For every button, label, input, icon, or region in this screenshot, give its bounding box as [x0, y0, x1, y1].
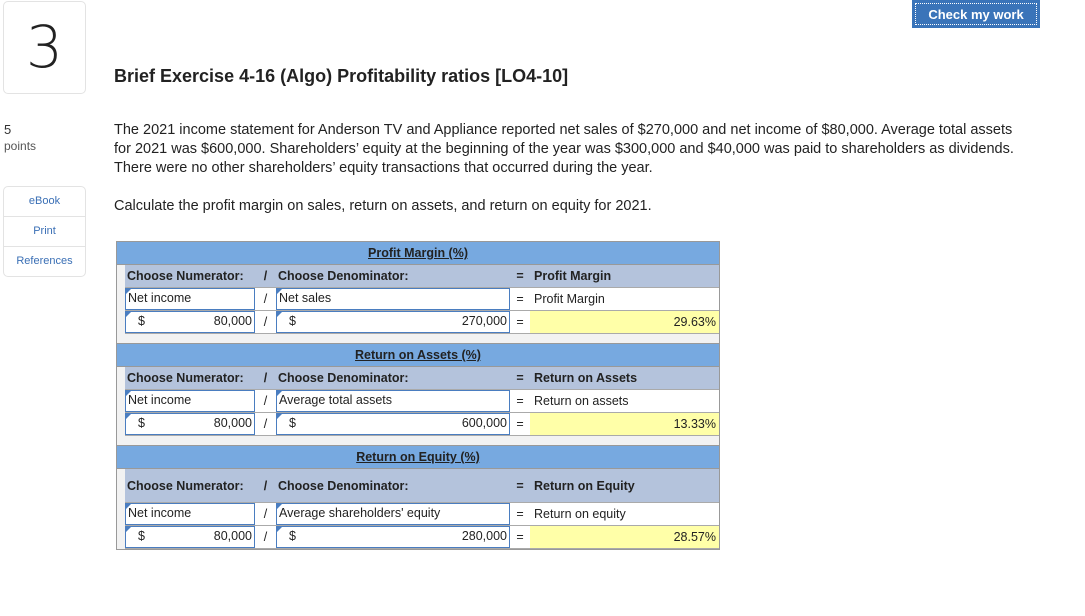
- denominator-select[interactable]: Net sales: [276, 288, 510, 310]
- equals-sign: =: [516, 507, 524, 521]
- column-header-row: Choose Numerator: / Choose Denominator: …: [125, 265, 719, 288]
- denominator-select[interactable]: Average total assets: [276, 390, 510, 412]
- ratio-section: Profit Margin (%) Choose Numerator: / Ch…: [116, 241, 720, 345]
- question-number: 3: [3, 1, 86, 94]
- numerator-select[interactable]: Net income: [125, 288, 255, 310]
- section-title: Return on Assets (%): [117, 344, 719, 367]
- divide-sign: /: [263, 530, 268, 544]
- divide-sign: /: [263, 478, 268, 493]
- numerator-header: Choose Numerator:: [127, 478, 244, 493]
- denominator-input[interactable]: $280,000: [276, 526, 510, 548]
- numerator-select[interactable]: Net income: [125, 503, 255, 525]
- dollar-sign: $: [138, 416, 145, 430]
- section-title: Return on Equity (%): [117, 446, 719, 469]
- denominator-input[interactable]: $600,000: [276, 413, 510, 435]
- section-title-text: Return on Equity (%): [356, 450, 480, 464]
- equals-sign: =: [516, 478, 524, 493]
- numerator-input[interactable]: $80,000: [125, 526, 255, 548]
- result-value: 29.63%: [530, 311, 719, 333]
- dollar-sign: $: [138, 529, 145, 543]
- result-header: Profit Margin: [534, 269, 612, 283]
- divide-sign: /: [263, 292, 268, 306]
- divide-sign: /: [263, 417, 268, 431]
- value-row: $80,000 / $600,000 = 13.33%: [125, 413, 719, 436]
- section-title-text: Return on Assets (%): [355, 348, 481, 362]
- label-row: Net income / Net sales = Profit Margin: [125, 288, 719, 311]
- points: 5 points: [4, 122, 36, 153]
- numerator-header: Choose Numerator:: [127, 371, 244, 385]
- denominator-header: Choose Denominator:: [278, 371, 409, 385]
- result-label: Profit Margin: [534, 292, 605, 306]
- section-title-text: Profit Margin (%): [368, 246, 468, 260]
- result-value: 13.33%: [530, 413, 719, 435]
- denominator-select[interactable]: Average shareholders' equity: [276, 503, 510, 525]
- result-label: Return on equity: [534, 507, 626, 521]
- denominator-header: Choose Denominator:: [278, 478, 409, 493]
- dollar-sign: $: [289, 529, 296, 543]
- result-header: Return on Assets: [534, 371, 638, 385]
- page-title: Brief Exercise 4-16 (Algo) Profitability…: [114, 66, 569, 86]
- check-my-work-button[interactable]: Check my work: [912, 0, 1040, 28]
- section-title: Profit Margin (%): [117, 242, 719, 265]
- equals-sign: =: [516, 292, 524, 306]
- ratio-section: Return on Equity (%) Choose Numerator: /…: [116, 445, 720, 550]
- dollar-sign: $: [138, 314, 145, 328]
- equals-sign: =: [516, 417, 524, 431]
- numerator-value: 80,000: [213, 314, 252, 328]
- equals-sign: =: [516, 530, 524, 544]
- column-header-row: Choose Numerator: / Choose Denominator: …: [125, 367, 719, 390]
- numerator-input[interactable]: $80,000: [125, 311, 255, 333]
- divide-sign: /: [263, 394, 268, 408]
- references-link[interactable]: References: [16, 255, 73, 267]
- ratio-section: Return on Assets (%) Choose Numerator: /…: [116, 343, 720, 447]
- numerator-value: 80,000: [213, 529, 252, 543]
- denominator-header: Choose Denominator:: [278, 269, 409, 283]
- denominator-input[interactable]: $270,000: [276, 311, 510, 333]
- print-link[interactable]: Print: [4, 217, 85, 247]
- divide-sign: /: [263, 371, 268, 385]
- equals-sign: =: [516, 394, 524, 408]
- sidebar-tools: eBook Print References: [3, 186, 86, 277]
- equals-sign: =: [516, 315, 524, 329]
- ebook-link[interactable]: eBook: [4, 187, 85, 217]
- result-value: 28.57%: [530, 526, 719, 548]
- value-row: $80,000 / $270,000 = 29.63%: [125, 311, 719, 334]
- points-value: 5: [4, 122, 12, 137]
- divide-sign: /: [263, 269, 268, 283]
- equals-sign: =: [516, 371, 524, 385]
- equals-sign: =: [516, 269, 524, 283]
- divide-sign: /: [263, 315, 268, 329]
- problem-text: The 2021 income statement for Anderson T…: [114, 122, 1014, 176]
- dollar-sign: $: [289, 314, 296, 328]
- column-header-row: Choose Numerator: / Choose Denominator: …: [125, 469, 719, 503]
- divide-sign: /: [263, 507, 268, 521]
- dollar-sign: $: [289, 416, 296, 430]
- points-label: points: [4, 139, 37, 153]
- numerator-input[interactable]: $80,000: [125, 413, 255, 435]
- instruction-text: Calculate the profit margin on sales, re…: [114, 198, 652, 214]
- denominator-value: 280,000: [461, 529, 507, 543]
- label-row: Net income / Average total assets = Retu…: [125, 390, 719, 413]
- numerator-header: Choose Numerator:: [127, 269, 244, 283]
- numerator-select[interactable]: Net income: [125, 390, 255, 412]
- denominator-value: 600,000: [461, 416, 507, 430]
- label-row: Net income / Average shareholders' equit…: [125, 503, 719, 526]
- denominator-value: 270,000: [461, 314, 507, 328]
- result-header: Return on Equity: [534, 478, 635, 493]
- numerator-value: 80,000: [213, 416, 252, 430]
- result-label: Return on assets: [534, 394, 629, 408]
- value-row: $80,000 / $280,000 = 28.57%: [125, 526, 719, 549]
